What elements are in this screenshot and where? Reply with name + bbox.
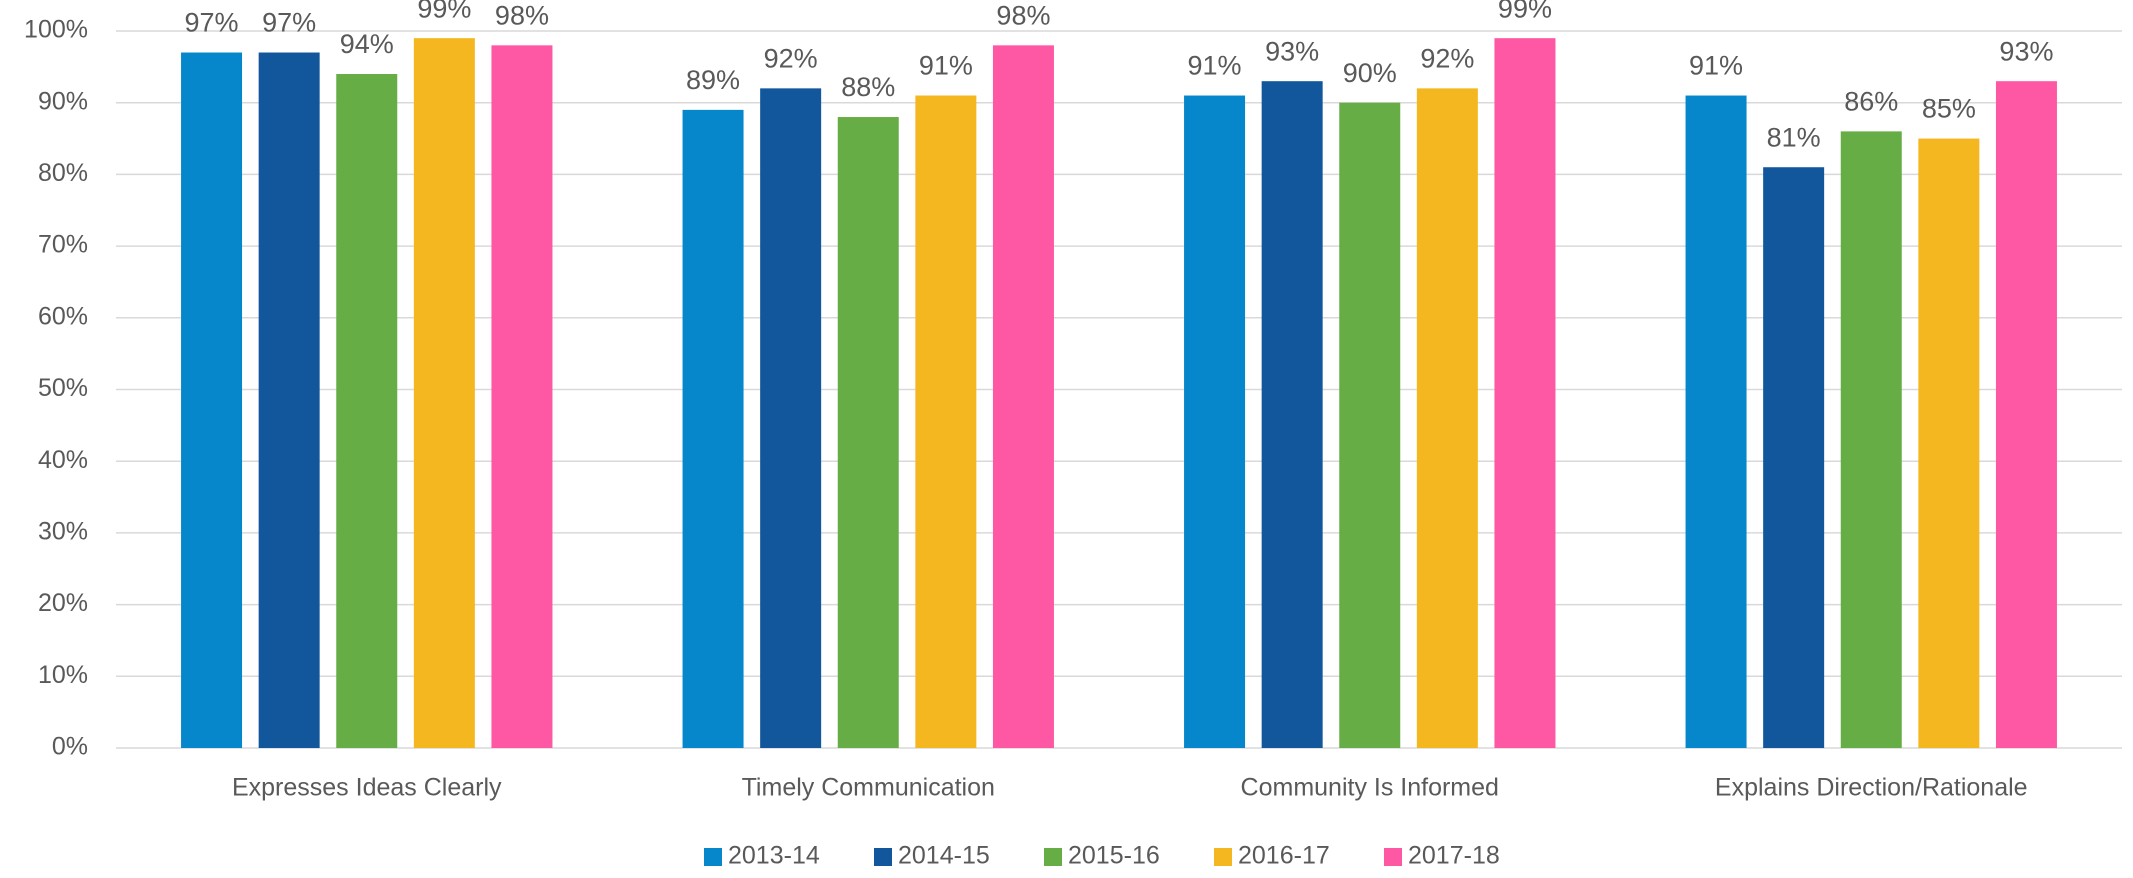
legend-swatch — [1384, 848, 1402, 866]
data-label: 92% — [764, 43, 818, 73]
data-label: 85% — [1922, 94, 1976, 124]
bar — [1995, 81, 2057, 748]
bar — [682, 109, 744, 749]
x-tick-label: Explains Direction/Rationale — [1715, 774, 2028, 802]
data-label: 98% — [495, 0, 549, 30]
data-label: 90% — [1343, 58, 1397, 88]
data-label: 92% — [1420, 43, 1474, 73]
data-label: 88% — [841, 72, 895, 102]
data-label: 81% — [1767, 122, 1821, 152]
bar — [1685, 95, 1747, 748]
data-label: 91% — [1188, 51, 1242, 81]
bar — [336, 74, 398, 748]
bar — [992, 45, 1054, 748]
data-label: 91% — [1689, 51, 1743, 81]
x-tick-label: Community Is Informed — [1241, 774, 1499, 802]
data-label: 98% — [996, 0, 1050, 30]
bar — [915, 95, 977, 748]
legend-swatch — [1214, 848, 1232, 866]
bar — [837, 117, 899, 749]
data-label: 97% — [185, 8, 239, 38]
bar — [1763, 167, 1825, 749]
bar — [1918, 138, 1980, 749]
data-label: 86% — [1844, 87, 1898, 117]
data-label: 93% — [1265, 36, 1319, 66]
x-tick-label: Expresses Ideas Clearly — [232, 774, 502, 802]
bar — [1494, 38, 1556, 749]
y-tick-label: 60% — [38, 302, 88, 330]
bar — [1261, 81, 1323, 748]
bar — [1184, 95, 1246, 748]
data-label: 99% — [417, 0, 471, 23]
data-label: 89% — [686, 65, 740, 95]
data-label: 94% — [340, 29, 394, 59]
bar — [258, 52, 320, 748]
y-tick-label: 70% — [38, 231, 88, 259]
bar — [491, 45, 553, 748]
bar — [1840, 131, 1902, 748]
y-tick-label: 20% — [38, 589, 88, 617]
legend-swatch — [874, 848, 892, 866]
x-tick-label: Timely Communication — [742, 774, 995, 802]
legend-label: 2016-17 — [1238, 842, 1330, 870]
data-label: 91% — [919, 51, 973, 81]
bar — [1416, 88, 1478, 749]
bar — [1339, 102, 1401, 748]
y-tick-label: 100% — [24, 16, 88, 44]
y-tick-label: 90% — [38, 87, 88, 115]
y-tick-label: 50% — [38, 374, 88, 402]
y-tick-label: 0% — [52, 733, 88, 761]
legend-swatch — [704, 848, 722, 866]
legend-label: 2014-15 — [898, 842, 990, 870]
data-label: 99% — [1498, 0, 1552, 23]
bar — [181, 52, 243, 748]
y-tick-label: 40% — [38, 446, 88, 474]
bar — [413, 38, 475, 749]
data-label: 93% — [1999, 36, 2053, 66]
legend-label: 2017-18 — [1408, 842, 1500, 870]
bar — [760, 88, 822, 749]
legend-swatch — [1044, 848, 1062, 866]
legend-label: 2013-14 — [728, 842, 820, 870]
y-tick-label: 10% — [38, 661, 88, 689]
y-tick-label: 30% — [38, 518, 88, 546]
legend-label: 2015-16 — [1068, 842, 1160, 870]
y-tick-label: 80% — [38, 159, 88, 187]
data-label: 97% — [262, 8, 316, 38]
